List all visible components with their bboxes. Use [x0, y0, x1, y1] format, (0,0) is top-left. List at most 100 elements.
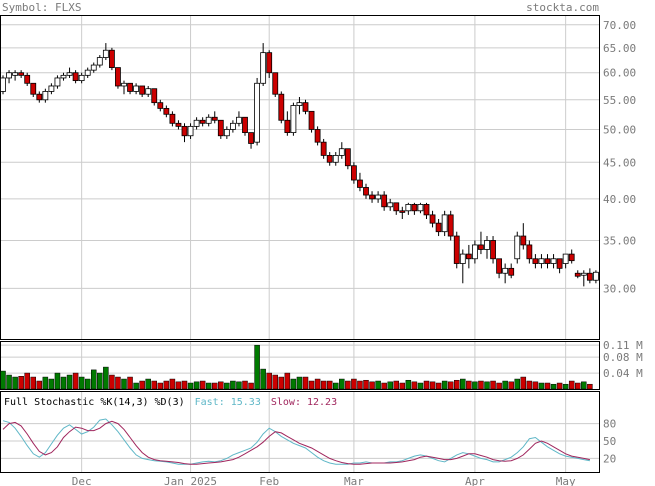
volume-bar: [544, 382, 551, 390]
axis-labels: 30.00 35.00 40.00 45.00 50.00 55.00 60.00 65.00…: [72, 19, 643, 486]
volume-bar: [575, 382, 581, 390]
stochastic-fast-value: Fast: 15.33: [194, 397, 261, 408]
volume-bar: [538, 382, 545, 390]
candle-body: [308, 110, 315, 130]
candle-body: [387, 202, 394, 208]
volume-bar: [326, 380, 333, 390]
volume-bar: [284, 372, 291, 390]
candle-body: [139, 85, 146, 95]
price-tick-label: 35.00: [603, 234, 636, 247]
volume-bar: [145, 378, 151, 390]
stochastic-slow-line: [2, 420, 590, 465]
candle-body: [399, 210, 406, 213]
candle-body: [544, 258, 551, 264]
candle-body: [109, 49, 115, 68]
volume-bars: [0, 344, 593, 390]
volume-bar: [435, 382, 442, 390]
volume-bar: [502, 380, 508, 390]
volume-bar: [550, 383, 557, 390]
price-candles: [0, 43, 599, 287]
candle-body: [508, 267, 515, 276]
candle-body: [435, 222, 442, 233]
candle-body: [471, 244, 478, 260]
volume-bar: [532, 381, 539, 390]
candle-body: [332, 155, 339, 163]
volume-bar: [193, 381, 200, 390]
price-tick-label: 65.00: [603, 42, 636, 55]
brand-label: stockta.com: [526, 1, 599, 14]
candle-body: [423, 204, 430, 216]
candle-body: [181, 125, 188, 137]
volume-bar: [151, 380, 157, 390]
volume-bar: [30, 376, 36, 390]
stochastic-tick-label: 80: [603, 418, 616, 431]
volume-bar: [429, 381, 436, 390]
volume-bar: [121, 378, 127, 390]
candle-body: [429, 214, 436, 224]
candle-body: [84, 69, 91, 76]
stochastic-title-row: Full Stochastic %K(14,3) %D(3) Fast: 15.3…: [4, 397, 337, 408]
candle-body: [248, 132, 254, 144]
volume-bar: [218, 381, 224, 390]
candle-body: [30, 82, 37, 95]
volume-bar: [242, 380, 248, 390]
volume-bar: [357, 380, 363, 390]
candle-body: [260, 52, 267, 84]
volume-bar: [72, 372, 79, 390]
price-tick-label: 45.00: [603, 156, 636, 169]
price-panel-frame: [0, 15, 600, 340]
candle-body: [496, 258, 503, 274]
volume-bar: [260, 368, 266, 390]
volume-bar: [508, 381, 514, 390]
candle-body: [369, 194, 375, 200]
volume-bar: [212, 382, 218, 390]
volume-bar: [308, 380, 315, 390]
candle-body: [520, 235, 527, 246]
volume-bar: [411, 381, 418, 390]
volume-bar: [454, 379, 460, 390]
month-tick-label: Apr: [465, 475, 485, 486]
candle-body: [90, 64, 97, 71]
volume-bar: [472, 381, 478, 390]
volume-bar: [447, 381, 454, 390]
volume-bar: [248, 382, 254, 390]
candle-body: [393, 202, 400, 212]
candle-body: [42, 91, 49, 101]
volume-bar: [496, 382, 502, 390]
candle-body: [78, 74, 85, 82]
candle-body: [296, 102, 303, 106]
stochastic-panel-frame: [0, 391, 600, 473]
volume-bar: [205, 382, 212, 390]
volume-bar: [66, 374, 73, 390]
candle-body: [550, 258, 557, 264]
price-tick-label: 40.00: [603, 193, 636, 206]
volume-bar: [181, 380, 188, 390]
volume-bar: [320, 380, 327, 390]
candle-body: [48, 85, 55, 92]
candle-body: [163, 108, 170, 115]
candle-body: [229, 122, 236, 130]
candle-body: [350, 165, 357, 181]
volume-bar: [333, 382, 339, 390]
price-tick-label: 50.00: [603, 123, 636, 136]
volume-bar: [441, 380, 448, 390]
candle-body: [217, 119, 224, 137]
candle-body: [187, 125, 194, 137]
volume-bar: [266, 372, 272, 390]
volume-bar: [224, 382, 230, 390]
volume-bar: [490, 380, 496, 390]
candle-body: [593, 271, 599, 281]
volume-bar: [526, 380, 533, 390]
volume-bar: [296, 376, 303, 390]
volume-bar: [169, 378, 176, 390]
volume-bar: [363, 379, 369, 390]
candle-body: [514, 235, 521, 260]
candle-body: [586, 272, 593, 281]
candle-body: [568, 253, 575, 262]
volume-bar: [417, 382, 424, 390]
volume-bar: [91, 369, 97, 390]
volume-bar: [369, 381, 375, 390]
candle-body: [417, 204, 424, 212]
candle-body: [484, 240, 490, 250]
volume-bar: [581, 381, 587, 390]
